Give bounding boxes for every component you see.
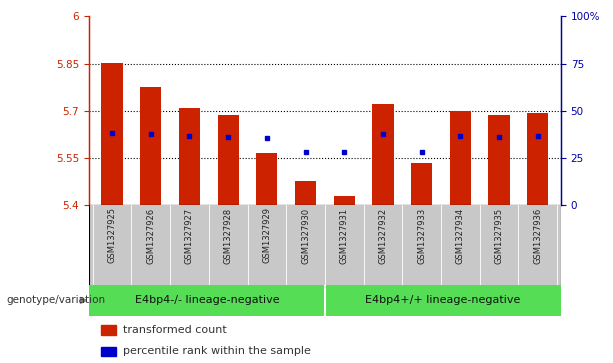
Text: GSM1327926: GSM1327926 xyxy=(147,208,155,264)
Text: GSM1327934: GSM1327934 xyxy=(456,208,465,264)
Text: GSM1327935: GSM1327935 xyxy=(495,208,503,264)
Bar xyxy=(527,113,548,205)
Text: GSM1327932: GSM1327932 xyxy=(378,208,387,264)
Text: GSM1327933: GSM1327933 xyxy=(417,208,426,264)
Bar xyxy=(489,115,509,205)
Text: GSM1327931: GSM1327931 xyxy=(340,208,349,264)
Text: GSM1327927: GSM1327927 xyxy=(185,208,194,264)
Text: genotype/variation: genotype/variation xyxy=(6,295,105,305)
Bar xyxy=(179,107,200,205)
Text: GSM1327929: GSM1327929 xyxy=(262,208,272,264)
Text: GSM1327925: GSM1327925 xyxy=(108,208,116,264)
Text: percentile rank within the sample: percentile rank within the sample xyxy=(123,346,310,356)
Bar xyxy=(411,163,432,205)
Bar xyxy=(333,196,355,205)
Bar xyxy=(102,63,123,205)
Text: GSM1327928: GSM1327928 xyxy=(224,208,233,264)
Text: GSM1327936: GSM1327936 xyxy=(533,208,542,264)
Bar xyxy=(140,87,161,205)
Bar xyxy=(450,111,471,205)
Text: transformed count: transformed count xyxy=(123,325,226,335)
Bar xyxy=(295,180,316,205)
Text: E4bp4-/- lineage-negative: E4bp4-/- lineage-negative xyxy=(135,295,279,305)
Bar xyxy=(218,115,239,205)
Bar xyxy=(372,104,394,205)
Text: GSM1327930: GSM1327930 xyxy=(301,208,310,264)
Text: E4bp4+/+ lineage-negative: E4bp4+/+ lineage-negative xyxy=(365,295,520,305)
Bar xyxy=(256,153,278,205)
